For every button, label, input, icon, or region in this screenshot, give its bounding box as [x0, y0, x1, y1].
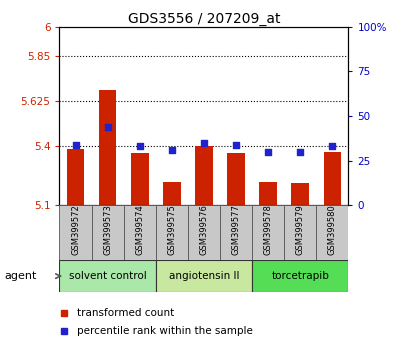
Text: GSM399574: GSM399574: [135, 205, 144, 255]
Text: torcetrapib: torcetrapib: [271, 271, 328, 281]
Point: [296, 149, 303, 154]
Text: GSM399577: GSM399577: [231, 205, 240, 256]
Bar: [124, 205, 155, 260]
Point: [328, 143, 335, 149]
Point: [72, 142, 79, 147]
Point: [104, 124, 110, 130]
Bar: [187, 205, 220, 260]
Text: GSM399580: GSM399580: [327, 205, 336, 255]
Text: GSM399578: GSM399578: [263, 205, 272, 256]
Bar: [291, 183, 308, 205]
Bar: [91, 205, 124, 260]
Bar: [155, 205, 187, 260]
Text: solvent control: solvent control: [69, 271, 146, 281]
Text: agent: agent: [4, 271, 36, 281]
Point: [168, 147, 175, 153]
Bar: [220, 205, 252, 260]
Point: [264, 149, 271, 154]
Bar: [163, 182, 180, 205]
Title: GDS3556 / 207209_at: GDS3556 / 207209_at: [128, 12, 279, 25]
Bar: [283, 205, 316, 260]
Text: GSM399575: GSM399575: [167, 205, 176, 255]
Bar: [155, 260, 252, 292]
Bar: [59, 260, 155, 292]
Text: GSM399573: GSM399573: [103, 205, 112, 256]
Text: GSM399579: GSM399579: [295, 205, 304, 255]
Bar: [227, 153, 244, 205]
Text: angiotensin II: angiotensin II: [169, 271, 238, 281]
Text: transformed count: transformed count: [77, 308, 174, 318]
Bar: [99, 90, 116, 205]
Point: [200, 140, 207, 145]
Text: GSM399576: GSM399576: [199, 205, 208, 256]
Bar: [67, 149, 84, 205]
Bar: [130, 153, 148, 205]
Bar: [59, 205, 91, 260]
Point: [232, 142, 239, 147]
Text: GSM399572: GSM399572: [71, 205, 80, 255]
Bar: [323, 152, 340, 205]
Bar: [259, 182, 276, 205]
Bar: [195, 146, 212, 205]
Text: percentile rank within the sample: percentile rank within the sample: [77, 326, 252, 337]
Point: [136, 143, 143, 149]
Bar: [252, 260, 348, 292]
Bar: [316, 205, 348, 260]
Bar: [252, 205, 283, 260]
